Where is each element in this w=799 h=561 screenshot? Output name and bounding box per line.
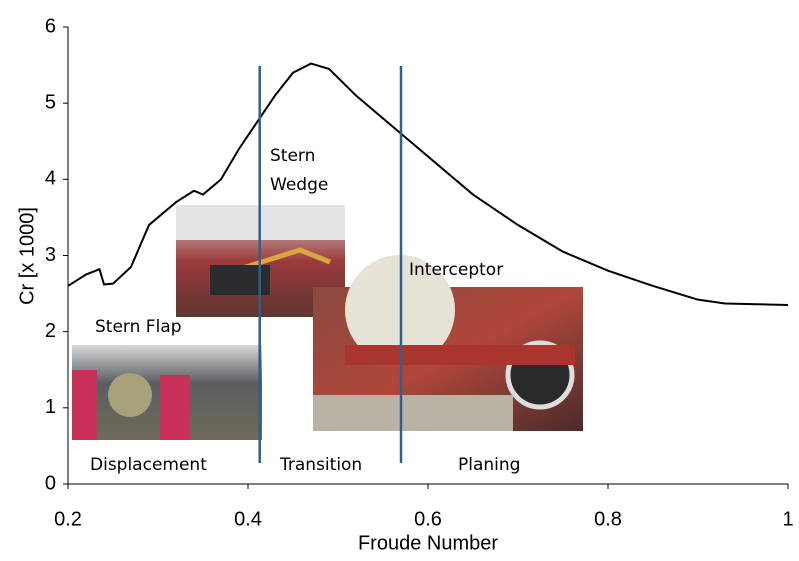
y-tick-label: 2	[45, 320, 56, 342]
x-tick-label: 0.4	[234, 508, 262, 530]
axes: 0 1 2 3 4 5 6 0.2 0.4 0.6 0.8 1	[45, 15, 794, 530]
annotation: Transition	[279, 455, 362, 475]
interceptor-photo	[313, 255, 583, 431]
data-line	[67, 62, 789, 307]
y-tick-label: 4	[45, 168, 56, 190]
annotation: Stern Flap	[95, 317, 182, 337]
annotation: Planing	[458, 455, 520, 475]
y-tick-label: 5	[45, 91, 56, 113]
y-tick-label: 6	[45, 15, 56, 37]
plot	[67, 62, 789, 307]
x-tick-label: 0.8	[594, 508, 622, 530]
y-tick-label: 0	[45, 472, 56, 494]
x-axis-label: Froude Number	[358, 532, 498, 554]
annotation: Wedge	[270, 175, 328, 195]
x-tick-label: 0.2	[54, 508, 82, 530]
annotation: Interceptor	[409, 260, 503, 280]
annotation: Displacement	[90, 455, 207, 475]
x-tick-label: 1	[782, 508, 793, 530]
y-tick-label: 3	[45, 244, 56, 266]
y-axis-label: Cr [x 1000]	[16, 207, 38, 305]
stern-flap-photo	[72, 345, 262, 440]
annotation: Stern	[270, 146, 315, 166]
boundaries	[258, 66, 403, 463]
y-tick-label: 1	[45, 396, 56, 418]
x-tick-label: 0.6	[414, 508, 442, 530]
